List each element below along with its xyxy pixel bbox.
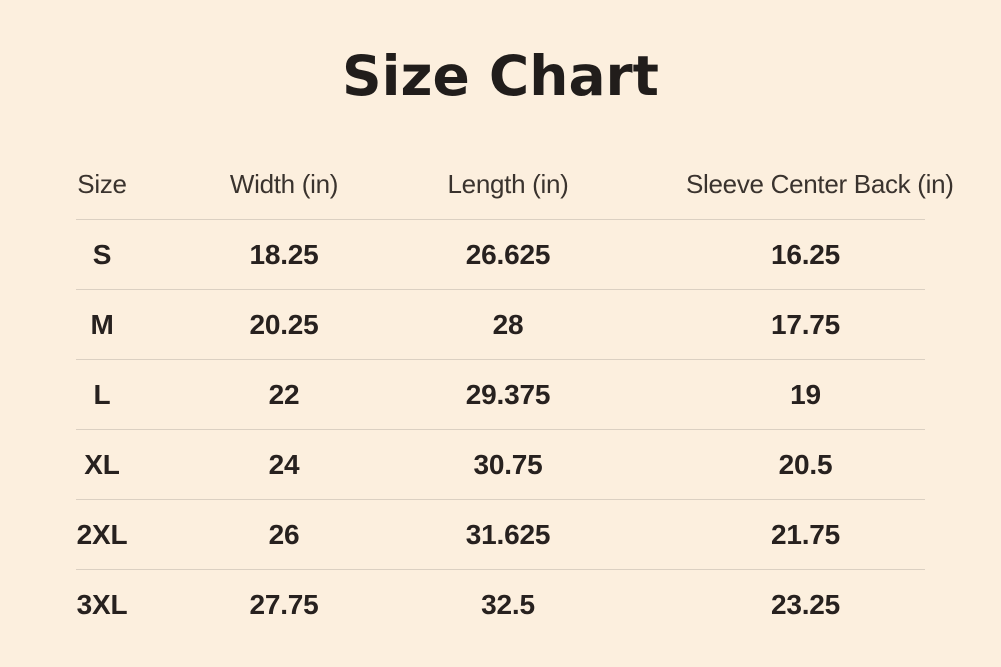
table-row-l: L 22 29.375 19 [76, 360, 925, 430]
column-header-length: Length (in) [447, 169, 569, 199]
size-cell: S [92, 238, 112, 270]
size-cell: 2XL [76, 518, 128, 550]
size-cell: XL [84, 448, 120, 480]
length-cell: 28 [492, 308, 524, 340]
table-row-xl: XL 24 30.75 20.5 [76, 430, 925, 500]
length-cell: 32.5 [481, 588, 535, 620]
size-cell: M [90, 308, 114, 340]
length-cell: 29.375 [465, 378, 551, 410]
sleeve-cell: 17.75 [770, 308, 841, 340]
size-cell: L [93, 378, 111, 410]
sleeve-cell: 23.25 [770, 588, 841, 620]
table-row-m: M 20.25 28 17.75 [76, 290, 925, 360]
column-header-width: Width (in) [229, 169, 339, 199]
length-cell: 31.625 [465, 518, 551, 550]
header-row: Size Width (in) Length (in) Sleeve Cente… [76, 150, 954, 220]
column-header-size: Size [77, 169, 127, 199]
width-cell: 26 [268, 518, 300, 550]
sleeve-cell: 20.5 [778, 448, 833, 480]
width-cell: 18.25 [249, 238, 319, 270]
width-cell: 27.75 [249, 588, 319, 620]
table-row-3xl: 3XL 27.75 32.5 23.25 [76, 570, 925, 640]
sleeve-cell: 19 [790, 378, 821, 410]
width-cell: 24 [268, 448, 300, 480]
table-row-2xl: 2XL 26 31.625 21.75 [76, 500, 925, 570]
size-table: Size Width (in) Length (in) Sleeve Cente… [76, 150, 954, 640]
sleeve-cell: 21.75 [770, 518, 841, 550]
sleeve-cell: 16.25 [770, 238, 841, 270]
column-header-sleeve-center-back: Sleeve Center Back (in) [686, 169, 954, 199]
size-cell: 3XL [76, 588, 128, 620]
page-title: Size Chart [342, 44, 659, 108]
width-cell: 22 [268, 378, 300, 410]
length-cell: 26.625 [465, 238, 551, 270]
length-cell: 30.75 [473, 448, 543, 480]
table-row-s: S 18.25 26.625 16.25 [76, 220, 925, 290]
width-cell: 20.25 [249, 308, 319, 340]
